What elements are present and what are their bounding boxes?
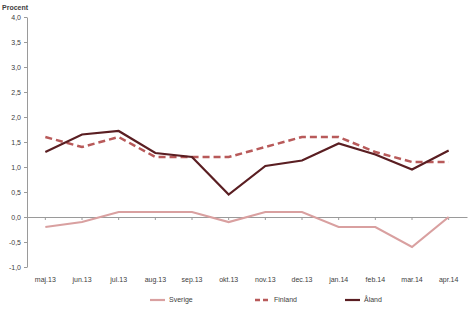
legend-label: Finland — [274, 296, 297, 303]
y-tick: 1,0 — [11, 164, 27, 171]
series-line — [45, 131, 448, 195]
y-tick-mark — [24, 267, 27, 268]
x-tick-mark — [265, 217, 266, 220]
y-tick-mark — [24, 242, 27, 243]
y-tick-mark — [24, 117, 27, 118]
y-tick-label: 0,0 — [11, 214, 21, 221]
x-axis: maj.13 jun.13 jul.13 aug.13 sep.13 okt.13 nov.… — [28, 217, 468, 284]
x-tick-label: aug.13 — [145, 276, 167, 284]
x-tick-mark — [338, 217, 339, 220]
y-tick: 4,0 — [11, 14, 27, 21]
x-tick-mark — [192, 217, 193, 220]
y-tick-mark — [24, 167, 27, 168]
x-tick-mark — [375, 217, 376, 220]
y-tick-label: 2,5 — [11, 89, 21, 96]
x-tick: dec.13 — [291, 217, 312, 283]
x-tick-mark — [412, 217, 413, 220]
y-tick-label: 3,5 — [11, 39, 21, 46]
x-tick-label: feb.14 — [366, 276, 386, 283]
y-axis-line — [27, 18, 28, 268]
y-tick: -0,5 — [9, 239, 27, 246]
series-line — [45, 212, 448, 247]
legend-swatch — [150, 299, 165, 301]
y-tick-label: 0,5 — [11, 189, 21, 196]
y-tick-label: -1,0 — [9, 264, 21, 271]
x-tick-label: apr.14 — [439, 276, 459, 284]
x-tick: jul.13 — [109, 217, 127, 284]
y-tick: 2,0 — [11, 114, 27, 121]
x-tick-mark — [228, 217, 229, 220]
x-tick-label: jul.13 — [109, 276, 127, 284]
x-tick: aug.13 — [145, 217, 167, 284]
y-tick: 1,5 — [11, 139, 27, 146]
x-tick-label: dec.13 — [291, 276, 312, 283]
y-tick-label: -0,5 — [9, 239, 21, 246]
x-tick-label: jun.13 — [71, 276, 91, 284]
y-tick-mark — [24, 142, 27, 143]
y-tick-label: 1,5 — [11, 139, 21, 146]
x-tick: jun.13 — [71, 217, 91, 284]
chart: -1,0 -0,5 0,0 0,5 1,0 1,5 2,0 2,5 3,0 3,5 4,0 maj.1… — [0, 0, 475, 309]
x-tick-mark — [155, 217, 156, 220]
y-tick: 2,5 — [11, 89, 27, 96]
x-tick-label: okt.13 — [219, 276, 238, 283]
legend-swatch — [255, 299, 270, 302]
y-tick-mark — [24, 42, 27, 43]
y-tick-mark — [24, 192, 27, 193]
series-line — [45, 137, 448, 162]
legend-label: Sverige — [169, 296, 193, 304]
y-tick: -1,0 — [9, 264, 27, 271]
x-tick-label: mar.14 — [401, 276, 423, 283]
y-tick: 0,0 — [11, 214, 27, 221]
x-tick: nov.13 — [255, 217, 276, 283]
x-tick-mark — [45, 217, 46, 220]
y-tick: 3,5 — [11, 39, 27, 46]
legend-label: Åland — [364, 295, 382, 303]
y-tick-label: 3,0 — [11, 64, 21, 71]
y-tick-mark — [24, 67, 27, 68]
x-tick: sep.13 — [181, 217, 202, 284]
y-tick-mark — [24, 92, 27, 93]
y-tick-mark — [24, 217, 27, 218]
x-tick: mar.14 — [401, 217, 423, 283]
x-tick-label: jan.14 — [328, 276, 348, 284]
x-tick-mark — [82, 217, 83, 220]
x-tick: apr.14 — [439, 217, 459, 284]
y-tick-label: 2,0 — [11, 114, 21, 121]
x-tick: okt.13 — [219, 217, 238, 283]
y-axis: -1,0 -0,5 0,0 0,5 1,0 1,5 2,0 2,5 3,0 3,5 4,0 — [9, 14, 28, 271]
x-tick-mark — [118, 217, 119, 220]
y-axis-title: Procent — [2, 4, 29, 11]
legend: Sverige Finland Åland — [150, 295, 382, 304]
x-tick-label: sep.13 — [181, 276, 202, 284]
plot: -1,0 -0,5 0,0 0,5 1,0 1,5 2,0 2,5 3,0 3,5 4,0 maj.1… — [9, 14, 468, 284]
x-tick-label: maj.13 — [35, 276, 56, 284]
y-tick: 0,5 — [11, 189, 27, 196]
y-tick-label: 4,0 — [11, 14, 21, 21]
legend-swatch — [345, 299, 360, 301]
y-tick-label: 1,0 — [11, 164, 21, 171]
x-tick-label: nov.13 — [255, 276, 276, 283]
y-tick: 3,0 — [11, 64, 27, 71]
y-tick-mark — [24, 17, 27, 18]
x-tick-mark — [302, 217, 303, 220]
lines — [45, 131, 448, 247]
